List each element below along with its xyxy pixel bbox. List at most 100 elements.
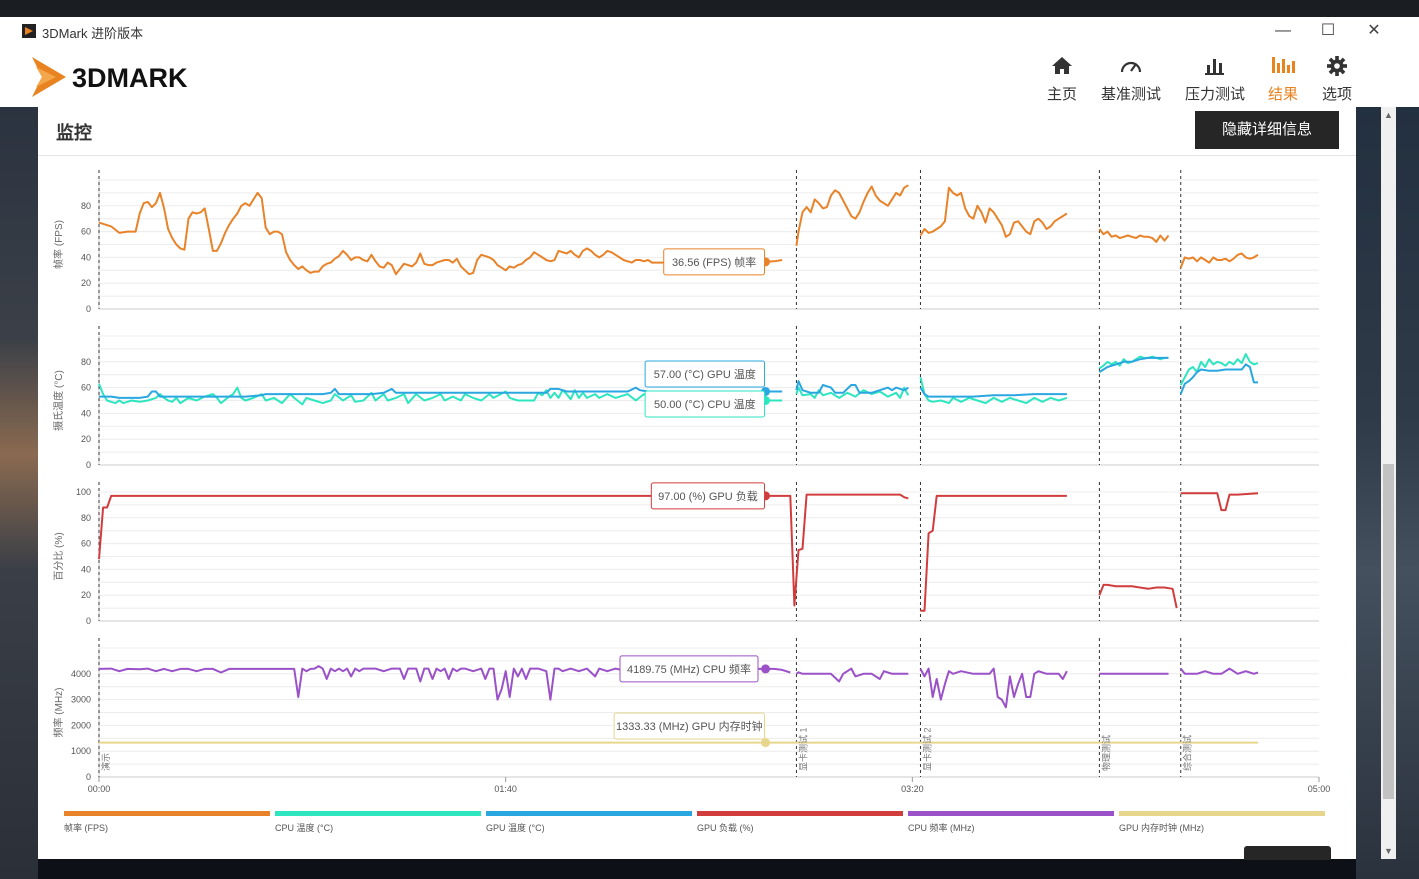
legend-item-gpu_temp[interactable]: GPU 温度 (°C) bbox=[486, 811, 692, 833]
nav-options-label: 选项 bbox=[1321, 86, 1352, 103]
gauge-icon bbox=[1120, 61, 1142, 73]
value-tooltip bbox=[650, 482, 766, 510]
legend-label: GPU 温度 (°C) bbox=[486, 822, 545, 833]
test-marker-label: 综合测试 bbox=[1182, 735, 1193, 771]
x-tick-label: 05:00 bbox=[1308, 784, 1331, 794]
cpu_temp-series-line bbox=[919, 377, 1068, 405]
nav-stress-test[interactable]: 压力测试 bbox=[1184, 55, 1246, 104]
legend-label: 帧率 (FPS) bbox=[64, 822, 108, 833]
y-tick-label: 60 bbox=[81, 227, 91, 237]
results-icon bbox=[1272, 57, 1295, 73]
y-tick-label: 40 bbox=[81, 564, 91, 574]
tooltip-text: 97.00 (%) GPU 负载 bbox=[658, 489, 758, 503]
legend-label: CPU 频率 (MHz) bbox=[908, 822, 975, 833]
gpu_temp-series-line bbox=[1179, 363, 1258, 395]
logo-icon: 3DMARK bbox=[32, 57, 188, 97]
test-marker-label: 显卡测试 2 bbox=[921, 727, 932, 771]
scroll-up-icon[interactable]: ▲ bbox=[1384, 110, 1393, 120]
fps-series-line bbox=[1179, 252, 1259, 269]
y-tick-label: 0 bbox=[86, 616, 91, 626]
legend-item-gpu_load[interactable]: GPU 负载 (%) bbox=[697, 811, 903, 833]
y-tick-label: 20 bbox=[81, 590, 91, 600]
legend-label: GPU 内存时钟 (MHz) bbox=[1119, 822, 1204, 833]
fps-series-line bbox=[1098, 228, 1170, 243]
data-point-marker bbox=[761, 664, 771, 674]
nav-results-label: 结果 bbox=[1267, 86, 1298, 103]
value-tooltip bbox=[663, 248, 766, 276]
gpu_load-series-line bbox=[1180, 492, 1259, 512]
nav-results[interactable]: 结果 bbox=[1266, 55, 1300, 104]
section-title: 监控 bbox=[56, 123, 92, 143]
x-tick-label: 00:00 bbox=[88, 784, 111, 794]
y-axis-label: 摄氏温度 (°C) bbox=[52, 370, 65, 431]
legend-item-fps[interactable]: 帧率 (FPS) bbox=[64, 811, 270, 833]
x-tick-label: 03:20 bbox=[901, 784, 924, 794]
title-bar bbox=[0, 17, 1419, 47]
gear-icon bbox=[1327, 56, 1347, 76]
bottom-dark-tab[interactable] bbox=[1244, 846, 1331, 860]
scrollbar-thumb[interactable] bbox=[1383, 464, 1394, 799]
y-tick-label: 0 bbox=[86, 304, 91, 314]
y-tick-label: 80 bbox=[81, 357, 91, 367]
gpu_load-series-line bbox=[98, 493, 909, 607]
nav-home-label: 主页 bbox=[1046, 86, 1077, 103]
tooltip-text: 50.00 (°C) CPU 温度 bbox=[654, 397, 756, 411]
cpu_freq-series-line bbox=[919, 667, 1068, 709]
legend-item-cpu_freq[interactable]: CPU 频率 (MHz) bbox=[908, 811, 1114, 833]
legend-item-gpu_mem[interactable]: GPU 内存时钟 (MHz) bbox=[1119, 811, 1325, 833]
y-tick-label: 80 bbox=[81, 201, 91, 211]
maximize-button[interactable]: ☐ bbox=[1320, 22, 1336, 39]
value-tooltip bbox=[619, 655, 759, 683]
window-title: 3DMark 进阶版本 bbox=[42, 26, 144, 41]
app-logo: 3DMARK bbox=[28, 51, 233, 99]
nav-options[interactable]: 选项 bbox=[1320, 55, 1354, 104]
test-marker-label: 物理测试 bbox=[1100, 735, 1111, 771]
legend-label: CPU 温度 (°C) bbox=[275, 822, 333, 833]
close-button[interactable]: ✕ bbox=[1367, 22, 1381, 39]
hide-details-button[interactable]: 隐藏详细信息 bbox=[1195, 111, 1339, 149]
nav-benchmark[interactable]: 基准测试 bbox=[1100, 55, 1162, 104]
test-marker-label: 演示 bbox=[100, 753, 111, 771]
minimize-button[interactable]: — bbox=[1275, 22, 1291, 39]
y-tick-label: 20 bbox=[81, 278, 91, 288]
value-tooltip bbox=[613, 712, 766, 740]
y-tick-label: 100 bbox=[76, 487, 91, 497]
gpu_temp-series-line bbox=[919, 387, 1067, 398]
cpu_freq-series-line bbox=[98, 665, 791, 701]
x-tick-label: 01:40 bbox=[494, 784, 517, 794]
tooltip-text: 36.56 (FPS) 帧率 bbox=[672, 255, 756, 269]
cpu_temp-series-line bbox=[1179, 353, 1259, 386]
legend-item-cpu_temp[interactable]: CPU 温度 (°C) bbox=[275, 811, 481, 833]
value-tooltip bbox=[644, 360, 766, 388]
legend-swatch bbox=[275, 811, 481, 816]
fps-series-line bbox=[795, 184, 909, 246]
y-axis-label: 帧率 (FPS) bbox=[52, 220, 65, 269]
app-icon bbox=[22, 24, 36, 38]
gpu_temp-series-line bbox=[1098, 356, 1169, 373]
legend-swatch bbox=[486, 811, 692, 816]
y-tick-label: 3000 bbox=[71, 695, 91, 705]
y-axis-label: 频率 (MHz) bbox=[52, 688, 65, 738]
legend-swatch bbox=[908, 811, 1114, 816]
home-icon bbox=[1052, 57, 1072, 74]
gpu_temp-series-line bbox=[795, 380, 909, 394]
value-tooltip bbox=[644, 390, 766, 418]
y-tick-label: 80 bbox=[81, 513, 91, 523]
y-tick-label: 40 bbox=[81, 408, 91, 418]
tooltip-text: 1333.33 (MHz) GPU 内存时钟 bbox=[616, 719, 763, 733]
cpu_freq-series-line bbox=[1179, 667, 1259, 675]
y-tick-label: 60 bbox=[81, 539, 91, 549]
y-tick-label: 1000 bbox=[71, 746, 91, 756]
section-divider bbox=[38, 155, 1356, 156]
taskbar-strip bbox=[38, 859, 1356, 879]
y-tick-label: 20 bbox=[81, 434, 91, 444]
scroll-down-icon[interactable]: ▼ bbox=[1384, 846, 1393, 856]
nav-home[interactable]: 主页 bbox=[1044, 55, 1080, 104]
y-tick-label: 0 bbox=[86, 772, 91, 782]
app-header bbox=[0, 47, 1419, 107]
cpu_temp-series-line bbox=[795, 386, 910, 399]
nav-stress-test-label: 压力测试 bbox=[1184, 86, 1245, 103]
legend-label: GPU 负载 (%) bbox=[697, 822, 754, 833]
test-marker-label: 显卡测试 1 bbox=[797, 727, 808, 771]
fps-series-line bbox=[98, 191, 783, 276]
